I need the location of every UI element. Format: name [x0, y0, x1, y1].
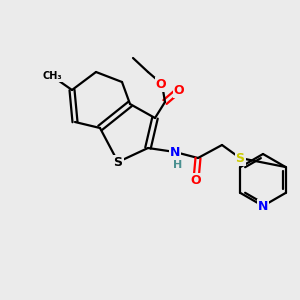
Text: O: O: [191, 173, 201, 187]
Text: O: O: [156, 77, 166, 91]
Text: S: S: [113, 155, 122, 169]
Text: N: N: [258, 200, 268, 212]
Text: CH₃: CH₃: [42, 71, 62, 81]
Text: S: S: [236, 152, 244, 164]
Text: N: N: [170, 146, 180, 158]
Text: O: O: [174, 83, 184, 97]
Text: H: H: [173, 160, 183, 170]
